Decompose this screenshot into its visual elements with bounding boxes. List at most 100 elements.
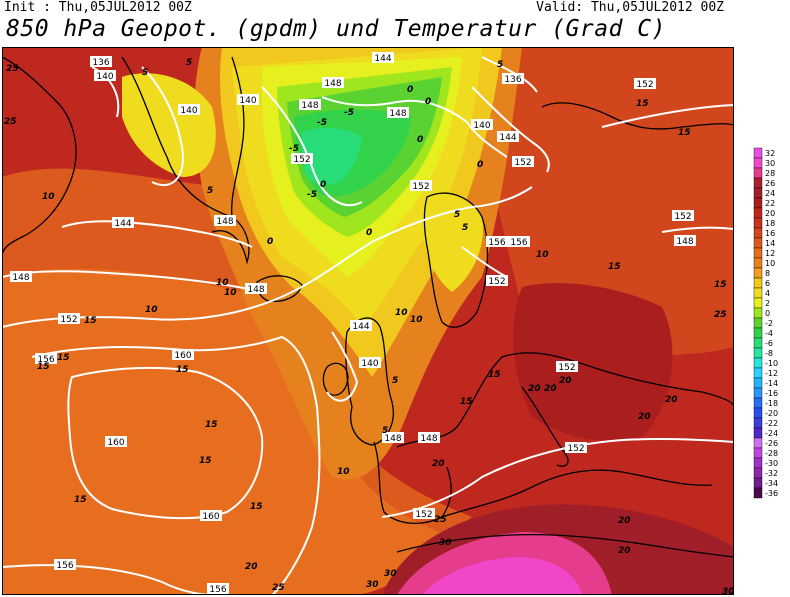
colorbar-swatch: [753, 227, 763, 239]
init-time-label: Init : Thu,05JUL2012 00Z: [4, 0, 192, 15]
colorbar-label: -16: [765, 389, 778, 398]
temp-label: 25: [6, 64, 19, 74]
contour-label: 152: [58, 313, 80, 325]
temp-label: 15: [57, 353, 70, 363]
colorbar-swatch: [753, 447, 763, 459]
contour-label: 144: [112, 217, 134, 229]
coastline-greenland-east: [231, 56, 245, 218]
temp-field-minus6: [301, 127, 362, 185]
svg-text:152: 152: [293, 155, 310, 165]
forecast-map: 136 136 140 140 140 140 140 144 144 144 …: [2, 47, 734, 595]
contour-label: 160: [105, 436, 127, 448]
contour-label: 148: [674, 235, 696, 247]
colorbar-swatch: [753, 147, 763, 159]
temp-label: 10: [395, 308, 408, 318]
temp-label: 5: [207, 186, 213, 196]
map-border: [2, 47, 734, 595]
colorbar-swatch: [753, 377, 763, 389]
svg-text:144: 144: [374, 54, 391, 64]
temp-label: 0: [366, 228, 372, 238]
temp-label: 20: [665, 395, 678, 405]
temp-label: 0: [425, 97, 431, 107]
svg-text:160: 160: [107, 438, 124, 448]
temp-label: 25: [4, 117, 17, 127]
svg-text:152: 152: [415, 510, 432, 520]
colorbar-label: -20: [765, 409, 778, 418]
colorbar-label: -34: [765, 479, 778, 488]
colorbar-swatch: [753, 367, 763, 379]
temp-field-16-northeast: [472, 47, 734, 355]
contour-label: 148: [382, 432, 404, 444]
contour-label: 152: [413, 508, 435, 520]
temp-label: 10: [216, 278, 229, 288]
contour-label: 144: [350, 320, 372, 332]
colorbar-label: -2: [765, 319, 773, 328]
temp-label: 15: [488, 370, 501, 380]
svg-text:148: 148: [324, 79, 341, 89]
coastline-ireland: [322, 362, 349, 396]
colorbar-swatch: [753, 237, 763, 249]
temp-label: 10: [410, 315, 423, 325]
svg-text:160: 160: [202, 512, 219, 522]
colorbar-label: 26: [765, 179, 775, 188]
temp-field-12: [2, 268, 452, 595]
coastline-greenland: [121, 56, 250, 265]
svg-text:152: 152: [488, 277, 505, 287]
svg-text:136: 136: [504, 75, 521, 85]
temperature-labels: -5 -5 -5 -5 0 0 0 0 0 0 0 5 5 5 5 5 5 5 …: [4, 58, 734, 595]
contour-label: 152: [565, 442, 587, 454]
colorbar-label: 32: [765, 149, 775, 158]
colorbar-label: -28: [765, 449, 778, 458]
colorbar-label: 10: [765, 259, 775, 268]
coastline-russia: [541, 102, 734, 130]
colorbar-swatch: [753, 267, 763, 279]
temp-label: 0: [320, 180, 326, 190]
colorbar-label: 6: [765, 279, 770, 288]
svg-text:152: 152: [514, 158, 531, 168]
svg-text:156: 156: [488, 238, 505, 248]
svg-text:152: 152: [558, 363, 575, 373]
colorbar-swatch: [753, 357, 763, 369]
colorbar-label: -18: [765, 399, 778, 408]
temp-label: 15: [608, 262, 621, 272]
contour-label: 136: [90, 56, 112, 68]
temp-label: 20: [618, 546, 631, 556]
colorbar-label: 20: [765, 209, 775, 218]
temp-label: 15: [636, 99, 649, 109]
temp-label: 15: [460, 397, 473, 407]
svg-text:156: 156: [56, 561, 73, 571]
coastline-italy: [521, 386, 569, 467]
svg-text:148: 148: [676, 237, 693, 247]
colorbar-swatch: [753, 327, 763, 339]
colorbar-label: -6: [765, 339, 773, 348]
contour-label: 148: [10, 271, 32, 283]
colorbar-label: -12: [765, 369, 778, 378]
colorbar-swatch: [753, 277, 763, 289]
contour-label: 160: [172, 349, 194, 361]
contour-label: 152: [556, 361, 578, 373]
svg-text:140: 140: [96, 72, 113, 82]
colorbar-swatch: [753, 387, 763, 399]
colorbar-swatch: [753, 437, 763, 449]
colorbar-label: 28: [765, 169, 775, 178]
svg-text:140: 140: [239, 96, 256, 106]
temp-label: 30: [722, 587, 734, 595]
colorbar-swatch: [753, 397, 763, 409]
colorbar-swatch: [753, 297, 763, 309]
temp-label: 25: [714, 310, 727, 320]
coastline-north-africa: [396, 533, 734, 558]
contour-label: 152: [291, 153, 313, 165]
colorbar-label: -10: [765, 359, 778, 368]
colorbar-label: -32: [765, 469, 778, 478]
svg-text:152: 152: [412, 182, 429, 192]
contour-label: 156: [508, 236, 530, 248]
temp-label: 10: [337, 467, 350, 477]
temp-label: 20: [638, 412, 651, 422]
svg-text:152: 152: [567, 444, 584, 454]
contour-140: [141, 66, 550, 207]
colorbar-swatch: [753, 427, 763, 439]
colorbar-swatch: [753, 197, 763, 209]
contour-label: 152: [410, 180, 432, 192]
svg-text:152: 152: [60, 315, 77, 325]
